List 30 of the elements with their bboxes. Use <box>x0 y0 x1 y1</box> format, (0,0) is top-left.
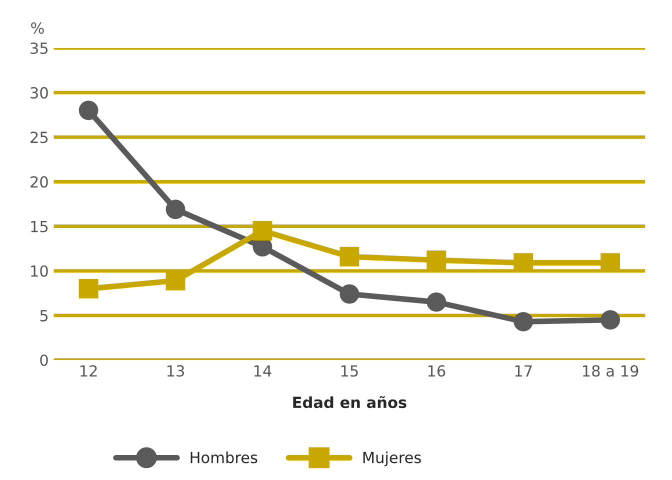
point <box>600 310 620 330</box>
y-tick-label: 10 <box>31 265 48 277</box>
point <box>252 221 272 240</box>
point <box>340 284 360 304</box>
point <box>166 270 186 290</box>
point <box>166 200 186 220</box>
y-tick-label: 35 <box>30 42 48 54</box>
x-tick-label: 18 a 19 <box>583 365 638 377</box>
point <box>340 246 360 266</box>
y-axis-title: % <box>31 22 44 34</box>
y-tick-label: 5 <box>40 310 48 322</box>
point <box>426 250 446 270</box>
x-tick-label: 12 <box>80 365 97 376</box>
legend-label: Mujeres <box>363 451 421 466</box>
y-tick-label: 0 <box>40 354 48 366</box>
point <box>514 312 534 332</box>
x-axis-title: Edad en años <box>293 396 406 408</box>
y-tick-label: 30 <box>30 87 48 99</box>
x-tick-label: 17 <box>515 365 532 376</box>
legend-label: Hombres <box>190 451 258 464</box>
y-tick-label: 15 <box>31 220 48 232</box>
x-tick-label: 16 <box>428 365 446 377</box>
x-tick-label: 14 <box>254 365 272 376</box>
point <box>426 292 446 312</box>
point <box>78 100 98 120</box>
x-tick-label: 13 <box>167 365 184 377</box>
x-tick-label: 15 <box>341 365 358 377</box>
point <box>78 278 98 298</box>
y-tick-label: 25 <box>30 132 48 144</box>
y-tick-label: 20 <box>30 176 48 188</box>
